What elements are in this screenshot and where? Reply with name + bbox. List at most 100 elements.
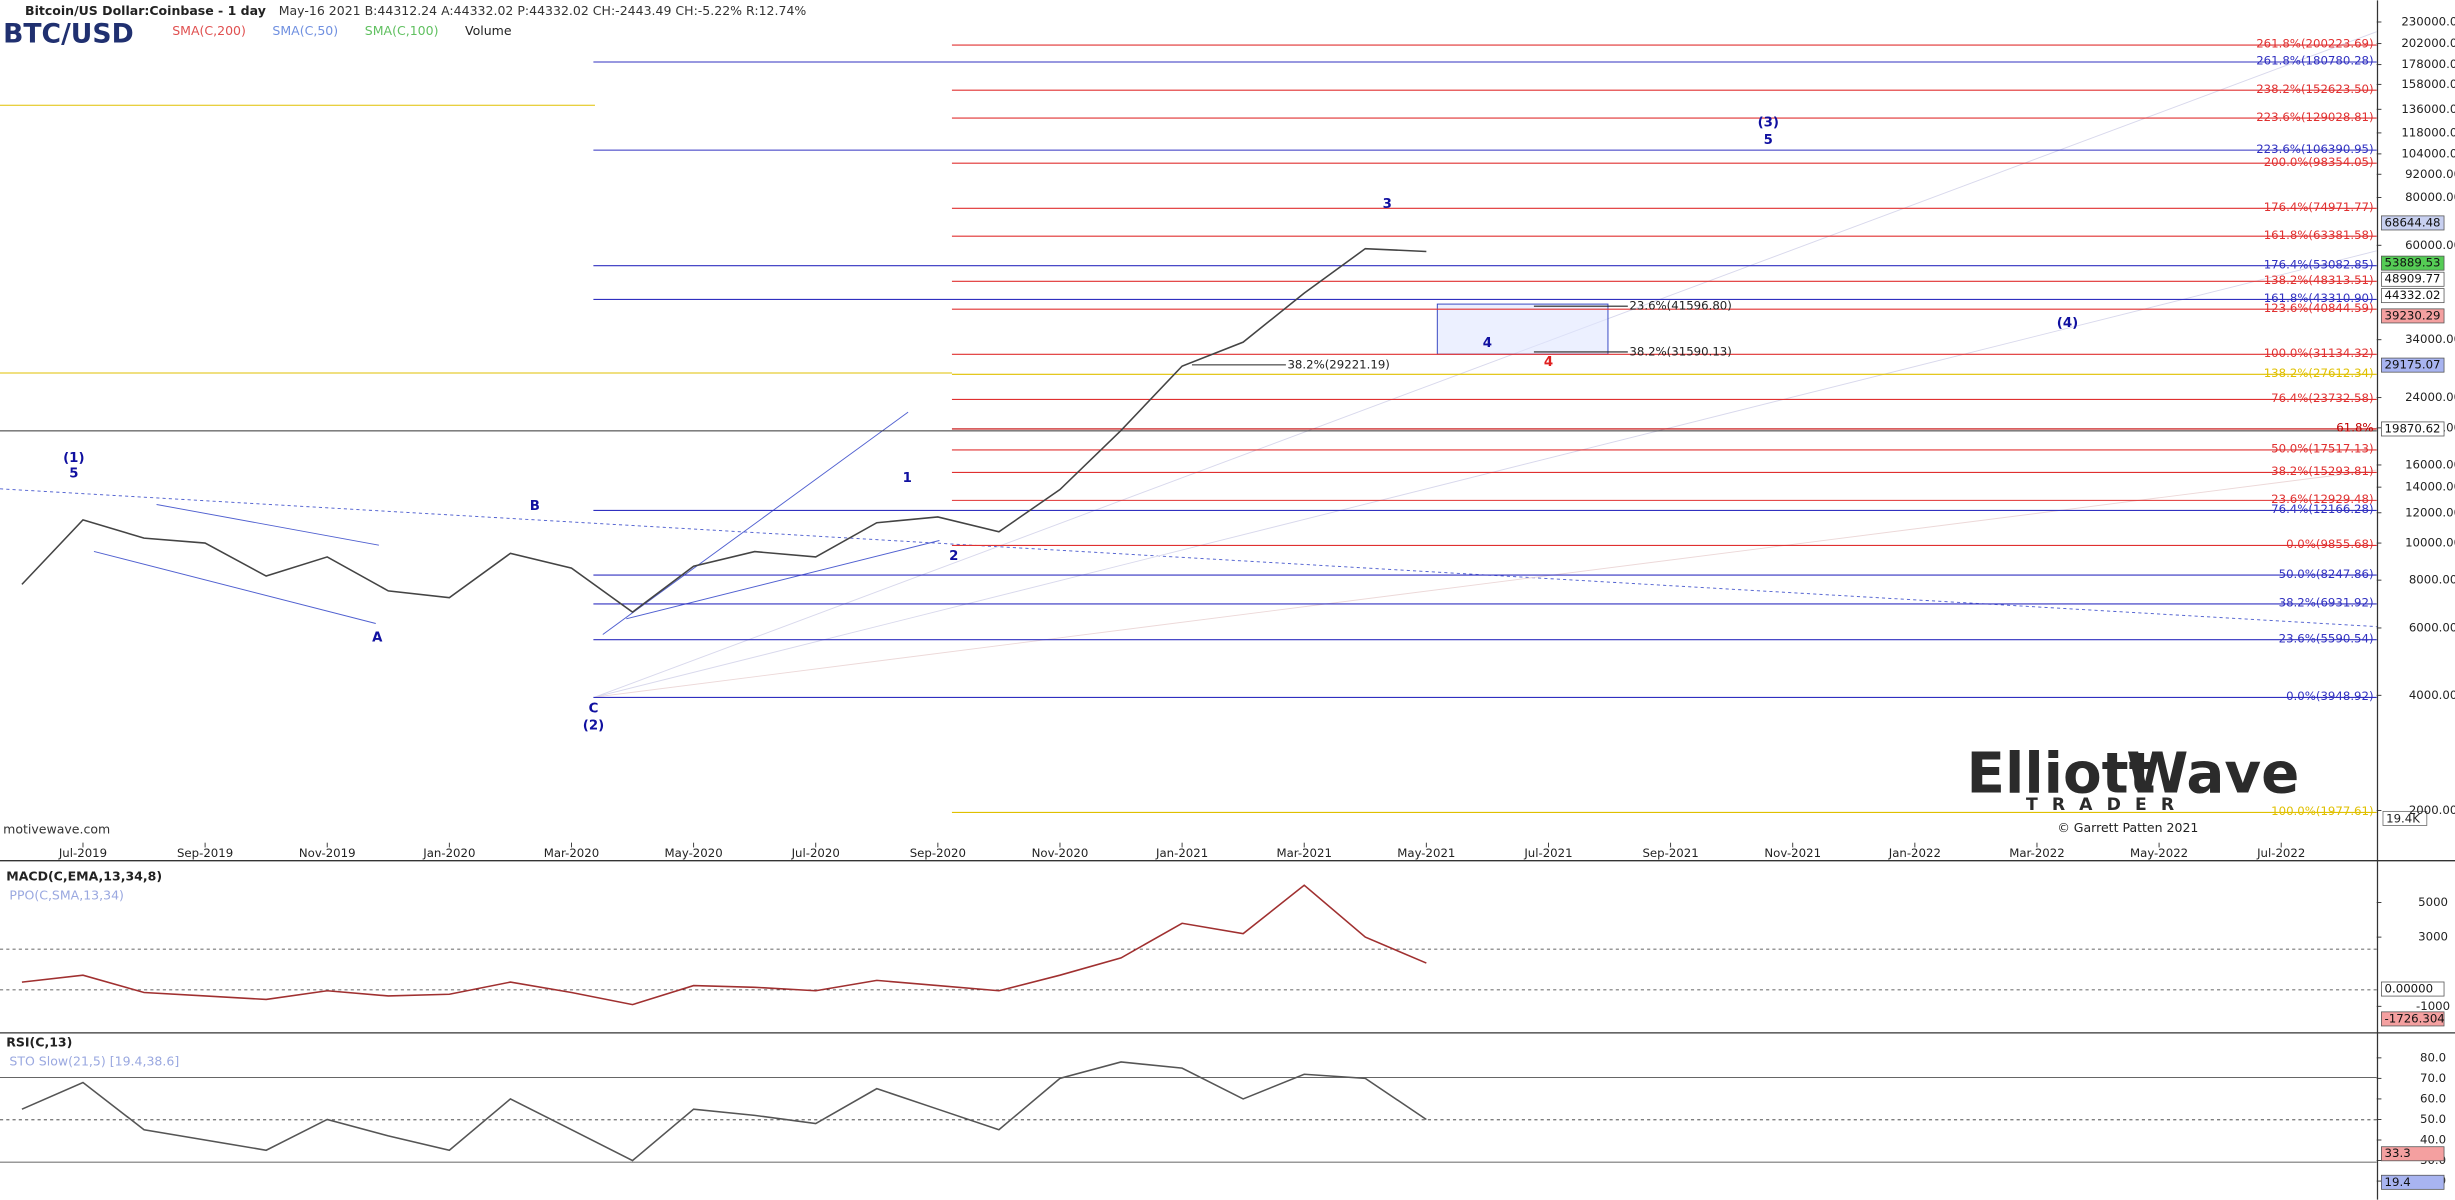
- x-tick-label: Nov-2019: [299, 846, 356, 860]
- price-box-label: 44332.02: [2385, 288, 2441, 302]
- fib-label: 238.2%(152623.50): [2256, 82, 2373, 96]
- x-tick-label: May-2022: [2130, 846, 2188, 860]
- x-tick-label: Nov-2020: [1032, 846, 1089, 860]
- price-box: [2381, 421, 2445, 437]
- x-tick-label: Mar-2020: [544, 846, 600, 860]
- y-tick-label: 16000.00: [2405, 457, 2455, 471]
- retracement-label: 23.6%(41596.80): [1629, 299, 1731, 313]
- source: motivewave.com: [3, 822, 110, 837]
- x-tick-label: Sep-2019: [177, 846, 233, 860]
- x-tick-label: Jan-2021: [1155, 846, 1208, 860]
- price-box-label: 68644.48: [2385, 215, 2441, 229]
- price-box: [2381, 357, 2445, 373]
- fib-label: 123.6%(40844.59): [2264, 301, 2374, 315]
- chart-title: Bitcoin/US Dollar:Coinbase - 1 day: [25, 3, 266, 18]
- price-box-label: 48909.77: [2385, 272, 2441, 286]
- wave-label: (1): [63, 451, 84, 466]
- y-tick-label: 40.0: [2420, 1132, 2446, 1146]
- wave-label: 3: [1383, 197, 1392, 212]
- y-tick-label: 80000.00: [2405, 190, 2455, 204]
- volume-label: 19.4K: [2386, 812, 2420, 826]
- panel-subtitle: STO Slow(21,5) [19.4,38.6]: [9, 1053, 179, 1068]
- fib-label: 100.0%(1977.61): [2271, 804, 2373, 818]
- fib-label: 161.8%(63381.58): [2264, 228, 2374, 242]
- fib-label: 161.8%(43310.90): [2264, 291, 2374, 305]
- price-box-label: 33.3: [2385, 1146, 2411, 1160]
- x-tick-label: Jul-2019: [58, 846, 107, 860]
- y-tick-label: 50.0: [2420, 1112, 2446, 1126]
- y-tick-label: 14000.00: [2405, 480, 2455, 494]
- fib-label: 38.2%(15293.81): [2271, 464, 2373, 478]
- fib-label: 138.2%(48313.51): [2264, 273, 2374, 287]
- price-box-label: -1726.304: [2385, 1011, 2445, 1025]
- price-box-label: 19.4: [2385, 1175, 2411, 1189]
- wave-label: 4: [1483, 336, 1492, 351]
- series-line: [21, 1061, 1427, 1162]
- y-tick-label: 4000.00: [2409, 688, 2455, 702]
- x-tick-label: Jul-2022: [2256, 846, 2305, 860]
- fib-label: 23.6%(12929.48): [2271, 492, 2373, 506]
- y-tick-label: 60.0: [2420, 1091, 2446, 1105]
- fib-label: 261.8%(180780.28): [2256, 54, 2373, 68]
- fib-label: 0.0%(3948.92): [2286, 689, 2374, 703]
- x-tick-label: Mar-2022: [2009, 846, 2065, 860]
- price-box: [2381, 1146, 2445, 1162]
- trend-line: [602, 411, 909, 635]
- x-tick-label: Jul-2021: [1523, 846, 1572, 860]
- trend-lines: [0, 31, 2377, 698]
- y-tick-label: 104000.00: [2401, 146, 2455, 160]
- trend-line: [156, 504, 379, 546]
- x-tick-label: Sep-2020: [910, 846, 966, 860]
- indicator-name: SMA(C,50): [272, 23, 338, 38]
- indicator-name: SMA(C,200): [172, 23, 246, 38]
- wave-label: (4): [2057, 316, 2078, 331]
- price-box: [2381, 981, 2445, 997]
- wave-label: 1: [903, 471, 912, 486]
- wave-label: (3): [1758, 116, 1779, 131]
- y-tick-label: 12000.00: [2405, 505, 2455, 519]
- y-tick-label: 92000.00: [2405, 167, 2455, 181]
- trend-line: [93, 551, 376, 624]
- fib-label: 176.4%(74971.77): [2264, 200, 2374, 214]
- y-tick-label: 2000.00: [2409, 803, 2455, 817]
- price-box: [2381, 288, 2445, 304]
- wave-label: B: [530, 499, 540, 514]
- volume-box: [2382, 810, 2428, 826]
- wave-label: 4: [1544, 355, 1553, 370]
- y-tick-label: 8000.00: [2409, 573, 2455, 587]
- fib-label: 223.6%(129028.81): [2256, 110, 2373, 124]
- watermark-brand: Wave: [2126, 742, 2299, 807]
- fib-label: 50.0%(8247.86): [2279, 567, 2374, 581]
- indicator-name: SMA(C,100): [365, 23, 439, 38]
- fib-label: 61.8%: [2336, 421, 2373, 435]
- panel-subtitle: PPO(C,SMA,13,34): [9, 887, 124, 902]
- x-tick-label: May-2021: [1397, 846, 1455, 860]
- price-box: [2381, 1011, 2445, 1027]
- y-tick-label: 158000.00: [2401, 77, 2455, 91]
- price-box: [2381, 255, 2445, 271]
- x-tick-label: Jul-2020: [791, 846, 840, 860]
- target-box: [1436, 303, 1609, 355]
- fan-line: [594, 469, 2377, 698]
- wave-label: C: [589, 701, 599, 716]
- fib-label: 0.0%(9855.68): [2286, 537, 2374, 551]
- wave-label: 5: [69, 466, 78, 481]
- y-tick-label: 10000.00: [2405, 536, 2455, 550]
- x-tick-label: Jan-2020: [422, 846, 475, 860]
- y-tick-label: 178000.00: [2401, 57, 2455, 71]
- x-tick-label: Sep-2021: [1642, 846, 1698, 860]
- fib-label: 100.0%(31134.32): [2264, 346, 2374, 360]
- wave-label: (2): [583, 718, 604, 733]
- y-tick-label: 202000.00: [2401, 36, 2455, 50]
- fib-label: 261.8%(200223.69): [2256, 37, 2373, 51]
- price-box: [2381, 1174, 2445, 1190]
- y-tick-label: 6000.00: [2409, 620, 2455, 634]
- x-tick-label: Mar-2021: [1276, 846, 1332, 860]
- y-tick-label: -1000: [2416, 999, 2450, 1013]
- fib-label: 200.0%(98354.05): [2264, 155, 2374, 169]
- copyright: © Garrett Patten 2021: [2057, 820, 2198, 835]
- fib-label: 50.0%(17517.13): [2271, 442, 2373, 456]
- price-box-label: 29175.07: [2385, 358, 2441, 372]
